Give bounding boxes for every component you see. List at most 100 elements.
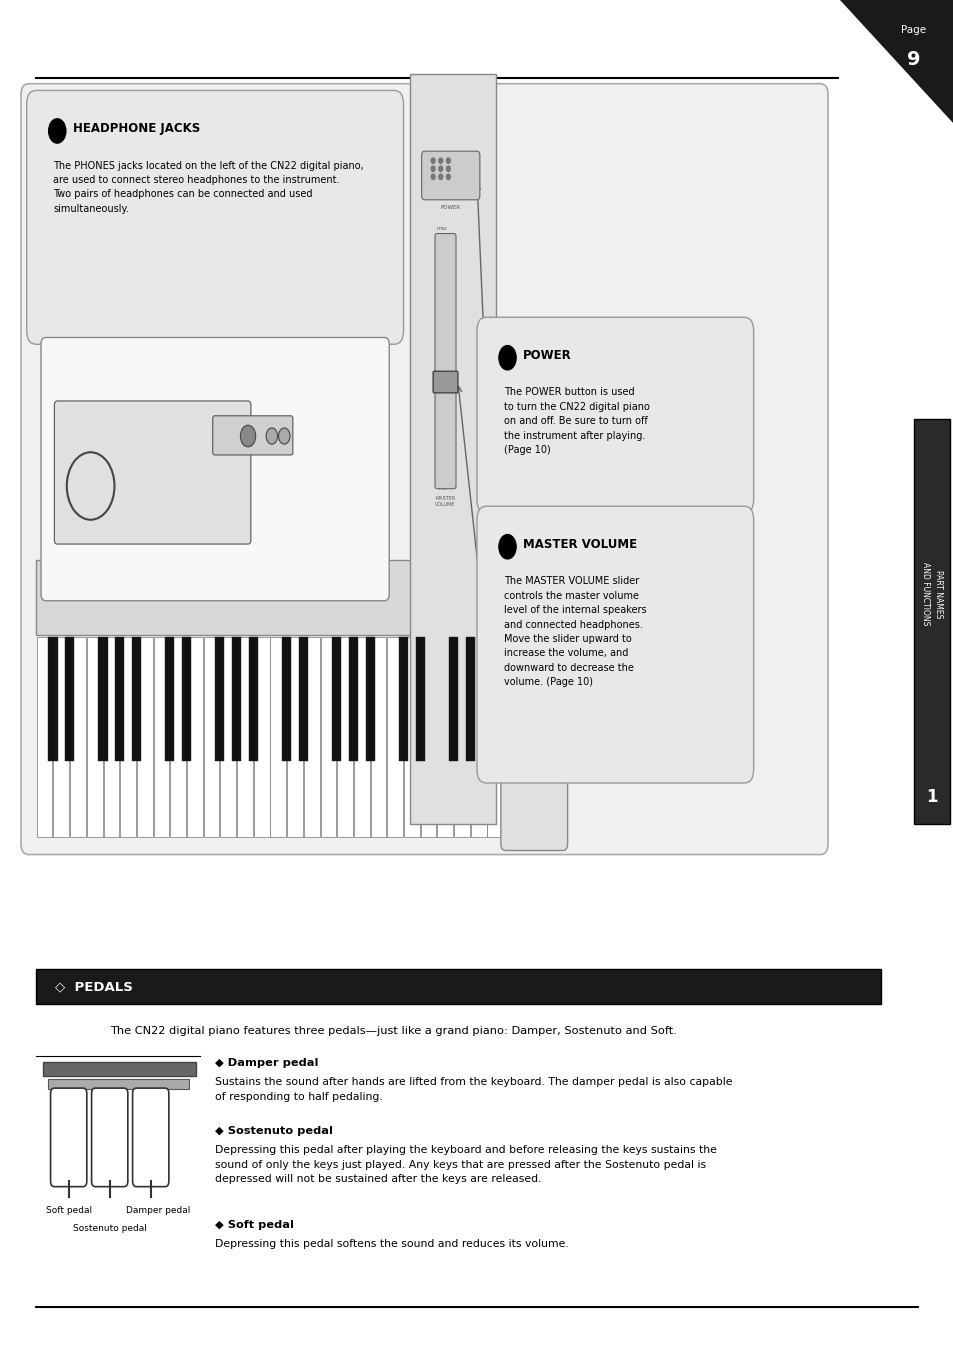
FancyBboxPatch shape (37, 637, 52, 837)
FancyBboxPatch shape (236, 637, 253, 837)
Circle shape (266, 428, 277, 444)
Circle shape (498, 346, 516, 370)
FancyBboxPatch shape (115, 637, 124, 761)
FancyBboxPatch shape (71, 637, 86, 837)
FancyBboxPatch shape (487, 637, 502, 837)
FancyBboxPatch shape (303, 637, 319, 837)
Text: POWER: POWER (522, 348, 571, 362)
FancyBboxPatch shape (365, 637, 375, 761)
Text: Sustains the sound after hands are lifted from the keyboard. The damper pedal is: Sustains the sound after hands are lifte… (214, 1077, 731, 1102)
Circle shape (438, 158, 442, 163)
FancyBboxPatch shape (170, 637, 186, 837)
FancyBboxPatch shape (137, 637, 152, 837)
FancyBboxPatch shape (420, 637, 436, 837)
FancyBboxPatch shape (165, 637, 174, 761)
FancyBboxPatch shape (403, 637, 419, 837)
Text: Damper pedal: Damper pedal (127, 1206, 191, 1215)
FancyBboxPatch shape (416, 637, 424, 761)
Text: Sostenuto pedal: Sostenuto pedal (72, 1224, 147, 1234)
FancyBboxPatch shape (132, 637, 141, 761)
Circle shape (278, 428, 290, 444)
FancyBboxPatch shape (482, 637, 491, 761)
Polygon shape (839, 0, 953, 124)
Text: The CN22 digital piano features three pedals—just like a grand piano: Damper, So: The CN22 digital piano features three pe… (110, 1026, 676, 1035)
Circle shape (498, 535, 516, 559)
FancyBboxPatch shape (253, 637, 269, 837)
FancyBboxPatch shape (336, 637, 353, 837)
FancyBboxPatch shape (435, 234, 456, 489)
FancyBboxPatch shape (204, 637, 219, 837)
FancyBboxPatch shape (433, 371, 457, 393)
Text: ◆ Sostenuto pedal: ◆ Sostenuto pedal (214, 1126, 333, 1135)
FancyBboxPatch shape (349, 637, 357, 761)
FancyBboxPatch shape (454, 637, 469, 837)
Text: Depressing this pedal after playing the keyboard and before releasing the keys s: Depressing this pedal after playing the … (214, 1145, 716, 1184)
FancyBboxPatch shape (91, 1088, 128, 1187)
Circle shape (438, 174, 442, 180)
Circle shape (431, 166, 435, 171)
Text: Page: Page (901, 24, 925, 35)
Text: The POWER button is used
to turn the CN22 digital piano
on and off. Be sure to t: The POWER button is used to turn the CN2… (503, 387, 649, 455)
FancyBboxPatch shape (271, 637, 286, 837)
Text: HEADPHONE JACKS: HEADPHONE JACKS (72, 122, 199, 135)
Circle shape (431, 158, 435, 163)
FancyBboxPatch shape (27, 90, 403, 344)
FancyBboxPatch shape (476, 317, 753, 513)
FancyBboxPatch shape (282, 637, 291, 761)
FancyBboxPatch shape (132, 1088, 169, 1187)
FancyBboxPatch shape (187, 637, 202, 837)
Circle shape (438, 166, 442, 171)
FancyBboxPatch shape (51, 1088, 87, 1187)
FancyBboxPatch shape (298, 637, 308, 761)
FancyBboxPatch shape (103, 637, 119, 837)
FancyBboxPatch shape (65, 637, 74, 761)
Text: min: min (438, 486, 448, 491)
FancyBboxPatch shape (54, 401, 251, 544)
FancyBboxPatch shape (120, 637, 135, 837)
FancyBboxPatch shape (470, 637, 486, 837)
Circle shape (240, 425, 255, 447)
Text: ◆ Soft pedal: ◆ Soft pedal (214, 1220, 294, 1230)
Text: PART NAMES
AND FUNCTIONS: PART NAMES AND FUNCTIONS (921, 563, 942, 625)
FancyBboxPatch shape (98, 637, 108, 761)
Text: ◇  PEDALS: ◇ PEDALS (55, 980, 133, 994)
Text: ◆ Damper pedal: ◆ Damper pedal (214, 1058, 317, 1068)
FancyBboxPatch shape (53, 637, 70, 837)
FancyBboxPatch shape (421, 151, 479, 200)
FancyBboxPatch shape (354, 637, 369, 837)
Text: MASTER VOLUME: MASTER VOLUME (522, 537, 637, 551)
Text: Soft pedal: Soft pedal (46, 1206, 91, 1215)
FancyBboxPatch shape (182, 637, 191, 761)
Circle shape (431, 174, 435, 180)
FancyBboxPatch shape (213, 416, 293, 455)
FancyBboxPatch shape (48, 1079, 189, 1089)
FancyBboxPatch shape (232, 637, 241, 761)
FancyBboxPatch shape (87, 637, 103, 837)
Circle shape (446, 166, 450, 171)
FancyBboxPatch shape (410, 74, 496, 823)
FancyBboxPatch shape (387, 637, 402, 837)
FancyBboxPatch shape (370, 637, 386, 837)
Text: 9: 9 (906, 50, 920, 69)
FancyBboxPatch shape (320, 637, 335, 837)
Text: max: max (436, 225, 447, 231)
Text: 1: 1 (925, 787, 937, 806)
FancyBboxPatch shape (21, 84, 827, 855)
FancyBboxPatch shape (220, 637, 235, 837)
FancyBboxPatch shape (41, 338, 389, 601)
FancyBboxPatch shape (332, 637, 341, 761)
FancyBboxPatch shape (465, 637, 475, 761)
FancyBboxPatch shape (43, 1062, 195, 1076)
FancyBboxPatch shape (36, 969, 881, 1004)
Text: MASTER
VOLUME: MASTER VOLUME (435, 497, 456, 508)
FancyBboxPatch shape (913, 418, 949, 824)
FancyBboxPatch shape (436, 637, 453, 837)
FancyBboxPatch shape (153, 637, 169, 837)
FancyBboxPatch shape (287, 637, 302, 837)
Text: Depressing this pedal softens the sound and reduces its volume.: Depressing this pedal softens the sound … (214, 1239, 568, 1249)
FancyBboxPatch shape (500, 554, 567, 850)
Circle shape (446, 158, 450, 163)
Circle shape (446, 174, 450, 180)
Circle shape (49, 119, 66, 143)
FancyBboxPatch shape (476, 506, 753, 783)
